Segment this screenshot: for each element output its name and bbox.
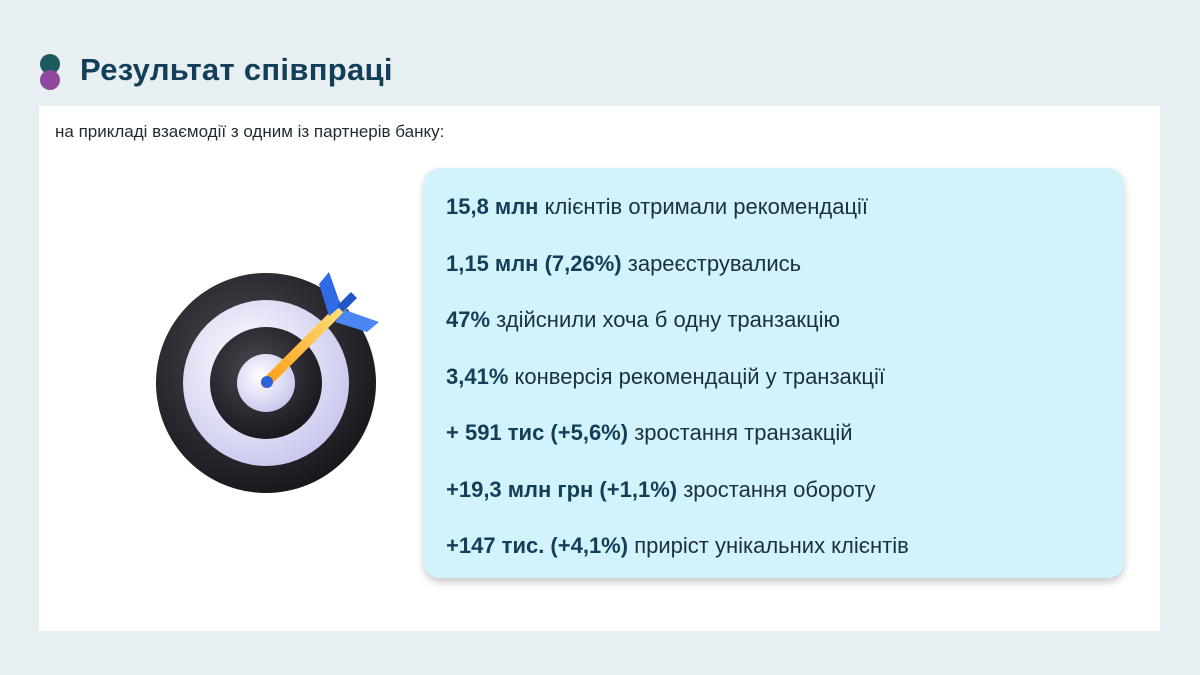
logo-dot-teal: [40, 54, 60, 74]
stat-row: + 591 тис (+5,6%) зростання транзакцій: [446, 416, 1124, 473]
stat-value: 3,41%: [446, 363, 509, 389]
stat-text: конверсія рекомендацій у транзакції: [514, 363, 886, 389]
logo-dot-purple: [40, 70, 60, 90]
logo-dots-icon: [40, 54, 62, 92]
stat-value: 15,8 млн: [446, 194, 539, 219]
subtitle: на прикладі взаємодії з одним із партнер…: [55, 122, 445, 141]
stat-row: 15,8 млн клієнтів отримали рекомендації: [446, 190, 1124, 247]
stat-row: +19,3 млн грн (+1,1%) зростання обороту: [446, 473, 1124, 530]
stat-row: 1,15 млн (7,26%) зареєструвались: [446, 247, 1124, 304]
stat-text: зростання обороту: [683, 476, 876, 502]
stat-value: +147 тис. (+4,1%): [446, 533, 629, 558]
stat-text: зростання транзакцій: [634, 420, 853, 445]
target-with-arrow-icon: [156, 272, 379, 493]
stat-value: 47%: [446, 307, 491, 332]
stat-value: 1,15 млн (7,26%): [446, 250, 622, 276]
stat-text: здійснили хоча б одну транзакцію: [496, 307, 840, 332]
stat-text: приріст унікальних клієнтів: [634, 533, 909, 558]
content-panel: на прикладі взаємодії з одним із партнер…: [39, 106, 1160, 631]
page-title: Результат співпраці: [80, 52, 393, 87]
stat-text: зареєструвались: [627, 250, 802, 276]
stat-row: 47% здійснили хоча б одну транзакцію: [446, 303, 1124, 360]
stat-value: +19,3 млн грн (+1,1%): [446, 476, 678, 502]
stat-text: клієнтів отримали рекомендації: [544, 194, 869, 219]
stat-row: +147 тис. (+4,1%) приріст унікальних клі…: [446, 529, 1124, 586]
stat-value: + 591 тис (+5,6%): [446, 420, 629, 445]
stat-row: 3,41% конверсія рекомендацій у транзакці…: [446, 360, 1124, 417]
results-card: 15,8 млн клієнтів отримали рекомендації …: [424, 168, 1124, 578]
